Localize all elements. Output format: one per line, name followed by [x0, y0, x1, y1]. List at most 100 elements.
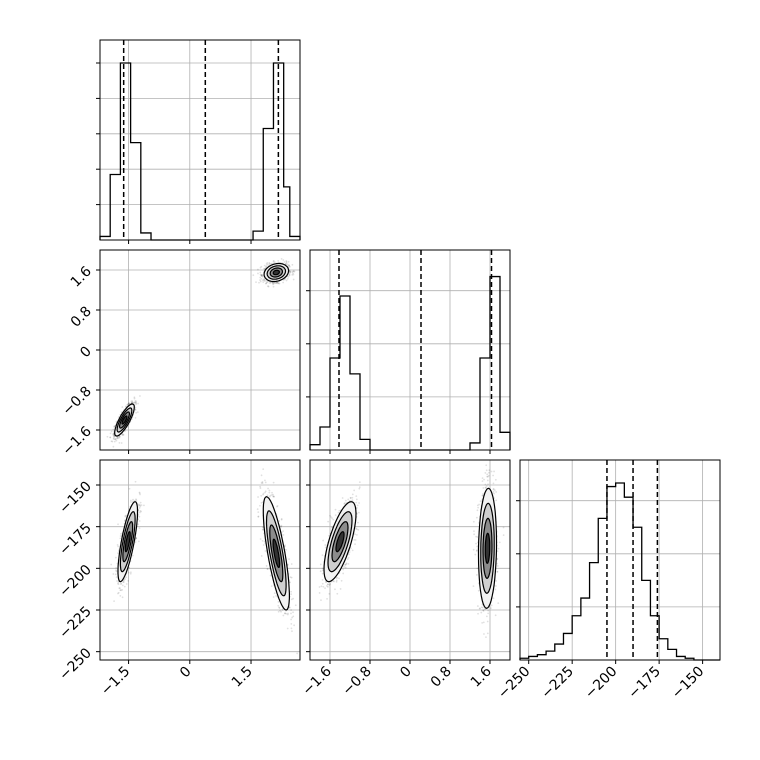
- scatter-point: [261, 482, 264, 484]
- scatter-point: [261, 274, 264, 277]
- y-tick-label: −0.8: [59, 384, 94, 419]
- scatter-point: [134, 417, 137, 419]
- scatter-point: [113, 440, 116, 443]
- scatter-point: [296, 652, 299, 655]
- scatter-point: [114, 438, 117, 441]
- scatter-point: [267, 487, 269, 490]
- scatter-point: [348, 553, 350, 556]
- scatter-point: [110, 563, 113, 566]
- scatter-point: [272, 260, 275, 262]
- scatter-point: [134, 541, 137, 543]
- scatter-point: [131, 401, 134, 404]
- scatter-point: [260, 277, 263, 280]
- scatter-point: [259, 276, 262, 279]
- scatter-point: [263, 267, 266, 270]
- scatter-point: [117, 437, 119, 440]
- scatter-point: [270, 585, 273, 588]
- scatter-point: [498, 541, 501, 544]
- scatter-point: [257, 515, 260, 518]
- scatter-point: [345, 563, 348, 566]
- scatter-point: [272, 285, 275, 288]
- scatter-point: [264, 491, 266, 494]
- scatter-point: [117, 545, 119, 548]
- scatter-point: [110, 440, 113, 443]
- y-tick-label: 0: [77, 344, 95, 362]
- scatter-point: [355, 501, 358, 504]
- scatter-point: [125, 583, 128, 585]
- scatter-point: [480, 606, 483, 609]
- scatter-point: [138, 520, 141, 522]
- scatter-point: [138, 491, 141, 494]
- scatter-point: [292, 278, 295, 281]
- scatter-point: [118, 436, 121, 439]
- scatter-point: [268, 282, 271, 284]
- scatter-point: [138, 492, 141, 495]
- scatter-point: [355, 495, 358, 498]
- scatter-point: [119, 589, 122, 592]
- scatter-point: [260, 501, 263, 504]
- scatter-point: [344, 564, 347, 566]
- scatter-point: [262, 528, 265, 531]
- scatter-point: [345, 562, 348, 565]
- scatter-point: [112, 432, 115, 435]
- scatter-point: [115, 566, 118, 569]
- scatter-point: [113, 426, 116, 429]
- scatter-point: [140, 504, 143, 507]
- scatter-point: [129, 499, 132, 502]
- scatter-point: [286, 277, 289, 280]
- scatter-point: [131, 401, 134, 404]
- scatter-point: [259, 280, 262, 283]
- scatter-point: [475, 550, 478, 552]
- scatter-point: [135, 401, 137, 404]
- scatter-point: [358, 511, 360, 514]
- scatter-point: [138, 527, 141, 530]
- scatter-point: [320, 599, 322, 602]
- scatter-point: [337, 511, 340, 514]
- scatter-point: [265, 282, 268, 285]
- scatter-point: [338, 509, 341, 512]
- scatter-point: [288, 265, 291, 268]
- scatter-point: [260, 555, 263, 557]
- scatter-point: [113, 425, 116, 428]
- scatter-point: [272, 495, 275, 498]
- scatter-point: [121, 588, 124, 591]
- scatter-point: [277, 282, 280, 285]
- scatter-point: [276, 505, 279, 507]
- scatter-point: [134, 406, 137, 409]
- scatter-point: [129, 571, 132, 574]
- scatter-point: [114, 573, 117, 576]
- scatter-point: [113, 435, 116, 438]
- scatter-point: [136, 411, 139, 414]
- scatter-point: [265, 281, 268, 284]
- scatter-point: [262, 544, 265, 546]
- scatter-point: [321, 554, 324, 557]
- scatter-point: [329, 514, 331, 517]
- scatter-point: [319, 563, 322, 566]
- scatter-point: [332, 518, 335, 521]
- scatter-point: [116, 436, 119, 439]
- scatter-point: [264, 280, 266, 283]
- scatter-point: [133, 396, 136, 399]
- scatter-point: [277, 282, 280, 284]
- scatter-point: [264, 481, 267, 484]
- scatter-point: [475, 535, 478, 538]
- scatter-point: [259, 273, 262, 276]
- scatter-point: [260, 275, 263, 277]
- scatter-point: [112, 445, 115, 448]
- scatter-point: [134, 480, 137, 483]
- scatter-point: [291, 273, 294, 276]
- scatter-point: [278, 520, 281, 522]
- scatter-point: [139, 509, 142, 512]
- y-tick-label: 0.8: [68, 304, 95, 331]
- scatter-point: [490, 604, 493, 607]
- scatter-point: [288, 264, 291, 267]
- scatter-point: [118, 435, 121, 438]
- scatter-point: [267, 285, 269, 288]
- scatter-point: [119, 587, 121, 590]
- scatter-point: [282, 530, 284, 533]
- scatter-point: [321, 567, 324, 570]
- scatter-point: [320, 585, 323, 588]
- scatter-point: [269, 263, 272, 265]
- scatter-point: [344, 563, 346, 566]
- scatter-point: [262, 468, 265, 471]
